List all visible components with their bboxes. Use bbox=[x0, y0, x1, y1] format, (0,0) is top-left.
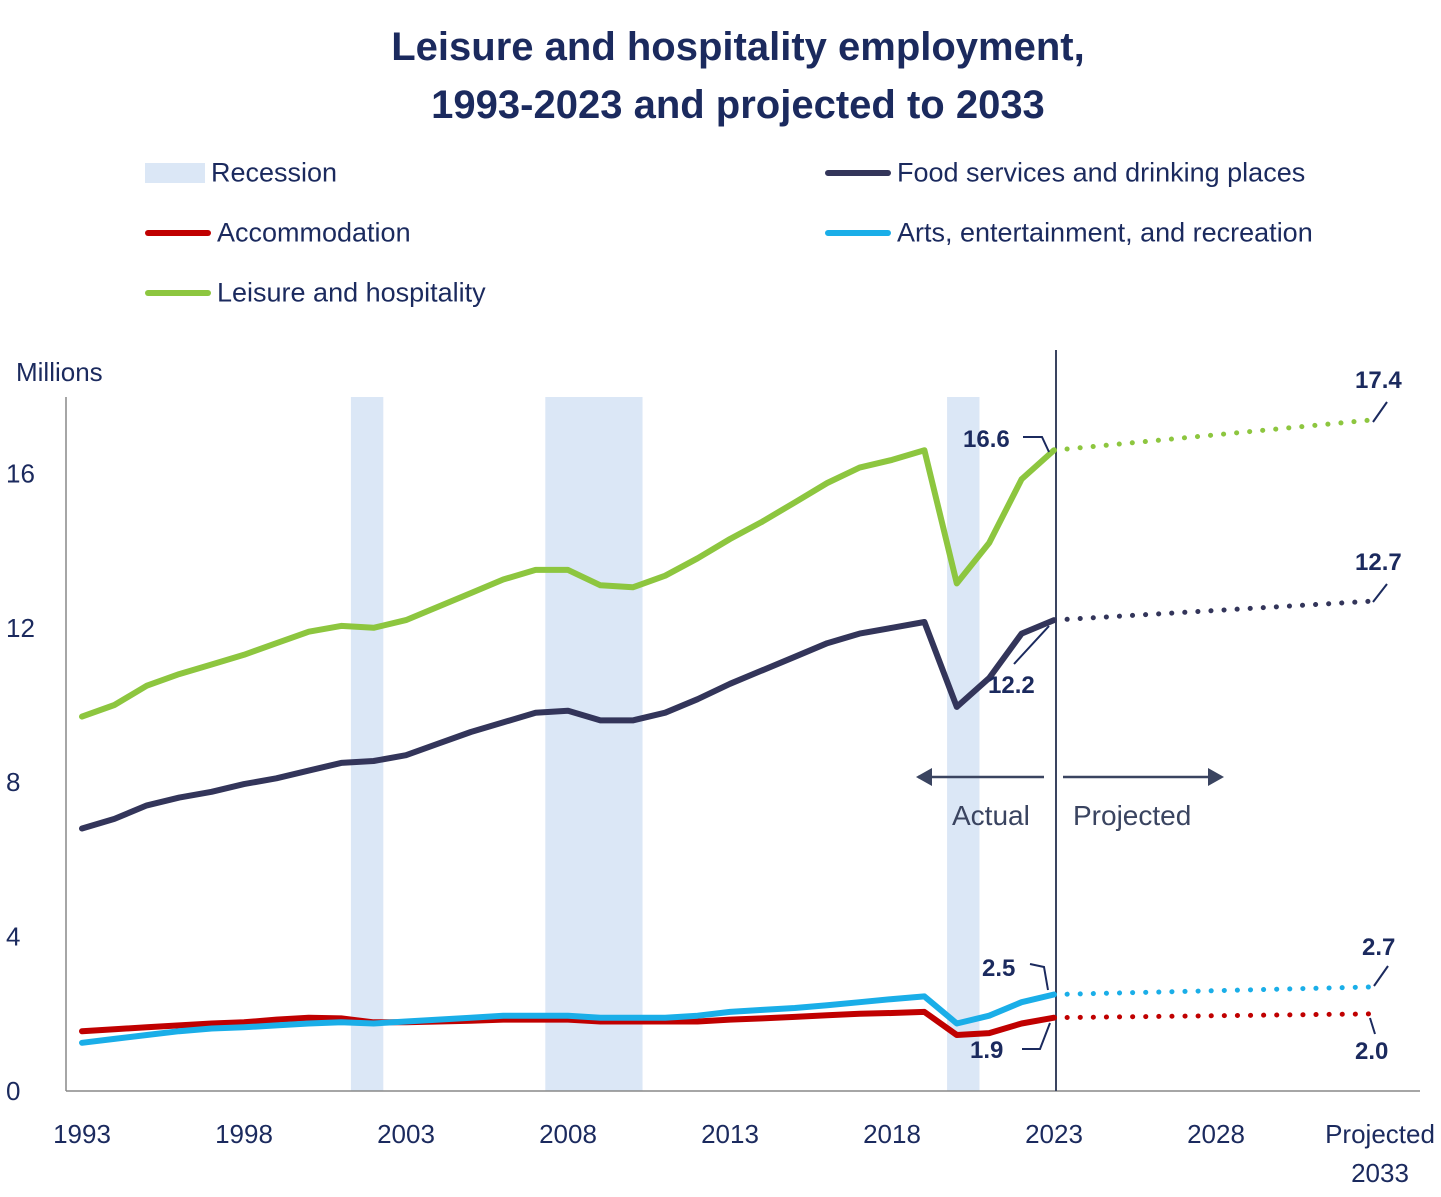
food-services-label-projected: 12.7 bbox=[1355, 549, 1402, 576]
food-services-projection bbox=[1051, 598, 1381, 623]
arts-swatch bbox=[825, 229, 891, 236]
arts-entertainment-label-projected: 2.7 bbox=[1362, 934, 1395, 961]
arts-entertainment-projection bbox=[1051, 984, 1381, 997]
legend-label-arts: Arts, entertainment, and recreation bbox=[897, 217, 1313, 248]
recession-band-3 bbox=[947, 397, 980, 1091]
legend-item-recession: Recession bbox=[145, 156, 337, 188]
x-tick-label-2003: 2003 bbox=[377, 1119, 435, 1149]
accommodation-leader-label_projected bbox=[1369, 1017, 1376, 1035]
actual-arrow-head bbox=[916, 768, 932, 786]
leisure-hospitality-leader-label_actual bbox=[1023, 436, 1050, 453]
x-tick-label-2008: 2008 bbox=[539, 1119, 597, 1149]
projected-arrow-head bbox=[1208, 768, 1224, 786]
accommodation-line bbox=[79, 1008, 1057, 1038]
x-tick-label-2028: 2028 bbox=[1187, 1119, 1245, 1149]
legend-label-food: Food services and drinking places bbox=[897, 157, 1306, 188]
accommodation-swatch bbox=[145, 229, 211, 236]
accommodation-label-actual: 1.9 bbox=[970, 1037, 1003, 1064]
legend-item-arts: Arts, entertainment, and recreation bbox=[825, 216, 1313, 248]
food-services-leader-label_projected bbox=[1372, 583, 1388, 603]
x-tick-label-2013: 2013 bbox=[701, 1119, 759, 1149]
legend-label-leisure: Leisure and hospitality bbox=[217, 277, 486, 308]
y-tick-label-12: 12 bbox=[6, 613, 35, 643]
x-tick-label-2018: 2018 bbox=[863, 1119, 921, 1149]
legend-item-leisure: Leisure and hospitality bbox=[145, 276, 486, 308]
legend-label-accommodation: Accommodation bbox=[217, 217, 411, 248]
y-axis-label: Millions bbox=[16, 357, 103, 387]
recession-bands bbox=[350, 397, 980, 1091]
accommodation-projection bbox=[1051, 1011, 1381, 1021]
leisure-hospitality-label-actual: 16.6 bbox=[963, 426, 1010, 453]
recession-band-2 bbox=[545, 397, 643, 1091]
leisure-hospitality-label-projected: 17.4 bbox=[1355, 367, 1402, 394]
x-tick-label-2033: 2033 bbox=[1351, 1158, 1409, 1188]
recession-swatch bbox=[145, 162, 205, 183]
data-labels: 16.6 17.4 12.2 12.7 2.5 2.7 1.9 2.0 bbox=[963, 367, 1402, 1065]
projected-annotation: Projected bbox=[1073, 800, 1191, 831]
chart-title-line1: Leisure and hospitality employment, bbox=[391, 25, 1085, 69]
food-services-line bbox=[79, 617, 1057, 832]
axes: 0 4 8 12 16 1993 1998 2003 2008 2013 2018 2023 2028 P… bbox=[6, 350, 1435, 1188]
leisure-swatch bbox=[145, 289, 211, 296]
chart-title: Leisure and hospitality employment, 1993… bbox=[0, 18, 1441, 134]
accommodation-label-projected: 2.0 bbox=[1355, 1038, 1388, 1065]
legend-label-recession: Recession bbox=[211, 157, 338, 188]
y-tick-label-8: 8 bbox=[6, 767, 20, 797]
arts-entertainment-label-actual: 2.5 bbox=[982, 955, 1015, 982]
arts-entertainment-line bbox=[79, 991, 1057, 1046]
food-swatch bbox=[825, 169, 891, 176]
x-tick-label-1998: 1998 bbox=[215, 1119, 273, 1149]
x-tick-label-projected: Projected bbox=[1325, 1119, 1435, 1149]
arts-entertainment-leader-label_actual bbox=[1029, 963, 1049, 991]
legend-item-accommodation: Accommodation bbox=[145, 216, 411, 248]
legend-item-food: Food services and drinking places bbox=[825, 156, 1305, 188]
x-tick-label-1993: 1993 bbox=[53, 1119, 111, 1149]
accommodation-leader-label_actual bbox=[1022, 1022, 1051, 1050]
leisure-hospitality-line bbox=[79, 447, 1057, 720]
y-tick-label-4: 4 bbox=[6, 922, 20, 952]
food-services-label-actual: 12.2 bbox=[988, 672, 1035, 699]
chart-title-line2: 1993-2023 and projected to 2033 bbox=[431, 83, 1045, 127]
leisure-hospitality-leader-label_projected bbox=[1372, 401, 1388, 423]
leisure-hospitality-projection bbox=[1051, 416, 1381, 453]
food-services-leader-label_actual bbox=[1013, 625, 1050, 665]
actual-annotation: Actual bbox=[952, 800, 1030, 831]
series-lines bbox=[79, 416, 1381, 1046]
recession-band-1 bbox=[350, 397, 384, 1091]
x-tick-label-2023: 2023 bbox=[1025, 1119, 1083, 1149]
arts-entertainment-leader-label_projected bbox=[1373, 965, 1389, 987]
y-tick-label-0: 0 bbox=[6, 1076, 20, 1106]
y-tick-label-16: 16 bbox=[6, 458, 35, 488]
